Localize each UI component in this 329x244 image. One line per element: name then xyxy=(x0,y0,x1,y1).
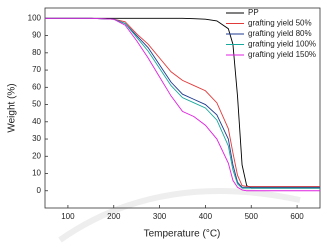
line-series xyxy=(45,17,320,187)
y-tick-label: 30 xyxy=(32,134,41,143)
watermark xyxy=(58,188,301,243)
legend-label: grafting yield 80% xyxy=(248,29,312,38)
y-axis-title: Weight (%) xyxy=(7,83,18,132)
plot-frame xyxy=(44,7,321,209)
y-tick-label: 40 xyxy=(32,117,41,126)
x-tick-label: 300 xyxy=(153,212,167,221)
x-tick-label: 200 xyxy=(107,212,121,221)
legend-label: grafting yield 100% xyxy=(248,40,316,49)
y-tick-label: 60 xyxy=(32,82,41,91)
x-tick-label: 400 xyxy=(199,212,213,221)
y-tick-label: 80 xyxy=(32,48,41,57)
line-series xyxy=(45,17,320,189)
legend-label: grafting yield 50% xyxy=(248,19,312,28)
y-tick-label: 100 xyxy=(28,13,42,22)
y-tick-label: 50 xyxy=(32,100,41,109)
x-axis-title: Temperature (°C) xyxy=(144,229,221,240)
y-tick-label: 10 xyxy=(32,169,41,178)
line-series xyxy=(45,17,320,192)
y-tick-label: 70 xyxy=(32,65,41,74)
legend-label: grafting yield 150% xyxy=(248,50,316,59)
x-tick-label: 500 xyxy=(245,212,259,221)
y-tick-label: 0 xyxy=(37,186,42,195)
x-tick-label: 100 xyxy=(61,212,75,221)
legend-label: PP xyxy=(248,8,259,17)
x-tick-label: 600 xyxy=(290,212,304,221)
y-tick-label: 90 xyxy=(32,31,41,40)
y-tick-label: 20 xyxy=(32,151,41,160)
